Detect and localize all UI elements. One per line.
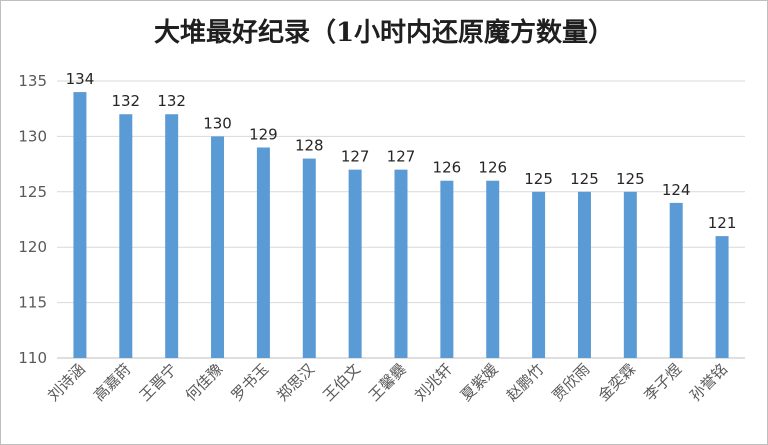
bar bbox=[394, 169, 408, 358]
data-label: 124 bbox=[662, 181, 691, 199]
data-label: 130 bbox=[203, 114, 232, 132]
bars bbox=[73, 92, 729, 359]
data-label: 128 bbox=[295, 137, 324, 155]
x-tick-label: 王馨爨 bbox=[365, 360, 410, 405]
bar bbox=[119, 114, 133, 359]
data-label: 125 bbox=[570, 170, 599, 188]
data-label: 127 bbox=[341, 148, 370, 166]
x-tick-label: 金奕霖 bbox=[595, 360, 640, 405]
data-label: 121 bbox=[708, 214, 737, 232]
y-tick-label: 115 bbox=[18, 294, 47, 312]
bar bbox=[486, 180, 500, 358]
x-tick-label: 王伯文 bbox=[319, 360, 364, 405]
bar bbox=[302, 158, 316, 358]
bar bbox=[73, 92, 87, 358]
data-label: 126 bbox=[433, 159, 462, 177]
x-tick-label: 夏紫媛 bbox=[457, 360, 502, 405]
bar bbox=[440, 180, 454, 358]
x-tick-label: 王晋宁 bbox=[136, 360, 181, 405]
x-tick-label: 李子煜 bbox=[640, 360, 685, 405]
bar bbox=[623, 191, 637, 358]
x-tick-label: 何佳豫 bbox=[182, 360, 227, 405]
x-tick-label: 高嘉莳 bbox=[90, 360, 135, 405]
data-label: 129 bbox=[249, 125, 278, 143]
bar bbox=[669, 202, 683, 358]
x-tick-label: 刘诗涵 bbox=[44, 360, 89, 405]
data-label: 127 bbox=[387, 148, 416, 166]
bar bbox=[532, 191, 546, 358]
y-tick-label: 130 bbox=[18, 127, 47, 145]
x-tick-label: 郑思汉 bbox=[274, 360, 319, 405]
y-tick-label: 125 bbox=[18, 183, 47, 201]
data-label: 132 bbox=[157, 92, 186, 110]
data-labels: 134 132 132 130 129 128 127 127 126 126 125 125 125 1… bbox=[66, 70, 737, 232]
data-label: 125 bbox=[524, 170, 553, 188]
bar bbox=[715, 236, 729, 358]
y-tick-label: 120 bbox=[18, 238, 47, 256]
data-label: 134 bbox=[66, 70, 95, 88]
x-tick-label: 赵鹏竹 bbox=[503, 360, 548, 405]
bar bbox=[577, 191, 591, 358]
x-axis: 刘诗涵 高嘉莳 王晋宁 何佳豫 罗书玉 郑思汉 王伯文 王馨爨 刘兆轩 夏紫媛 赵鹏竹 贾欣雨 金奕霖李… bbox=[44, 360, 731, 405]
chart-title: 大堆最好纪录（1小时内还原魔方数量） bbox=[154, 17, 614, 48]
x-tick-label: 贾欣雨 bbox=[549, 360, 594, 405]
bar bbox=[348, 169, 362, 358]
data-label: 125 bbox=[616, 170, 645, 188]
y-axis: 110 115 120 125 130 135 bbox=[18, 72, 47, 367]
x-tick-label: 孙誉铭 bbox=[686, 360, 731, 405]
data-label: 132 bbox=[111, 92, 140, 110]
x-tick-label: 刘兆轩 bbox=[411, 360, 456, 405]
bar bbox=[211, 136, 225, 358]
data-label: 126 bbox=[478, 159, 507, 177]
y-tick-label: 135 bbox=[18, 72, 47, 90]
bar bbox=[165, 114, 179, 359]
x-tick-label: 罗书玉 bbox=[228, 360, 273, 405]
y-tick-label: 110 bbox=[18, 349, 47, 367]
bar bbox=[256, 147, 270, 358]
